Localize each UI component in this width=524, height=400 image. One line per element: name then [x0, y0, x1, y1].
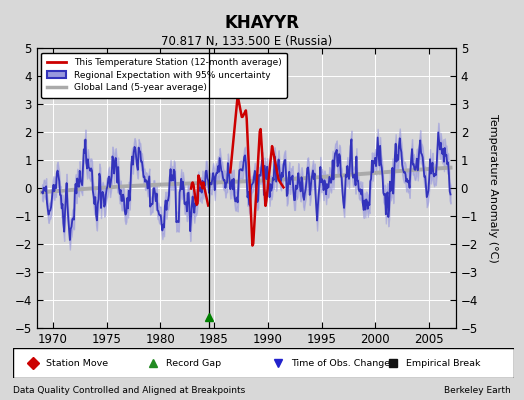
- Text: Data Quality Controlled and Aligned at Breakpoints: Data Quality Controlled and Aligned at B…: [13, 386, 245, 395]
- Text: Empirical Break: Empirical Break: [406, 358, 481, 368]
- Y-axis label: Temperature Anomaly (°C): Temperature Anomaly (°C): [487, 114, 498, 262]
- Text: Time of Obs. Change: Time of Obs. Change: [291, 358, 390, 368]
- Text: Berkeley Earth: Berkeley Earth: [444, 386, 511, 395]
- FancyBboxPatch shape: [13, 348, 514, 378]
- Text: Record Gap: Record Gap: [166, 358, 221, 368]
- Text: Station Move: Station Move: [46, 358, 108, 368]
- Title: 70.817 N, 133.500 E (Russia): 70.817 N, 133.500 E (Russia): [161, 35, 332, 48]
- Legend: This Temperature Station (12-month average), Regional Expectation with 95% uncer: This Temperature Station (12-month avera…: [41, 52, 287, 98]
- Text: KHAYYR: KHAYYR: [224, 14, 300, 32]
